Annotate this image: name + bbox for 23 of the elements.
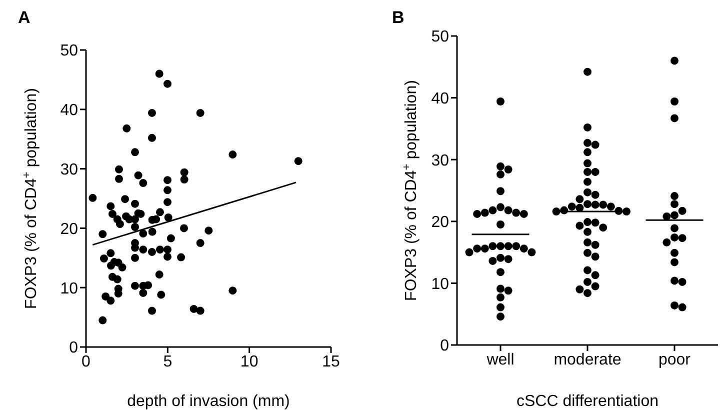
chart-title: A	[18, 8, 30, 28]
y-tick-label: 20	[60, 220, 78, 238]
y-tick-label: 10	[60, 280, 78, 298]
y-tick-label: 50	[431, 28, 450, 46]
y-tick-label: 0	[440, 338, 450, 355]
x-tick-label: poor	[658, 351, 692, 368]
x-tick-label: 0	[82, 353, 91, 370]
y-tick-label: 30	[431, 152, 450, 170]
x-tick-label: 5	[163, 353, 172, 370]
chart-title: B	[392, 8, 404, 28]
y-tick-label: 0	[69, 340, 78, 357]
x-tick-label: moderate	[554, 351, 622, 368]
y-tick-label: 10	[431, 276, 450, 293]
x-tick-label: 10	[240, 353, 258, 370]
y-tick-label: 20	[431, 214, 450, 232]
y-tick-label: 30	[60, 161, 78, 178]
x-axis-title: cSCC differentiation	[516, 393, 658, 410]
x-axis-title: depth of invasion (mm)	[127, 393, 290, 410]
y-tick-label: 40	[60, 102, 78, 120]
x-tick-label: 15	[322, 353, 340, 370]
y-tick-label: 40	[431, 90, 450, 108]
x-tick-label: well	[486, 351, 514, 368]
y-tick-label: 50	[60, 42, 78, 60]
